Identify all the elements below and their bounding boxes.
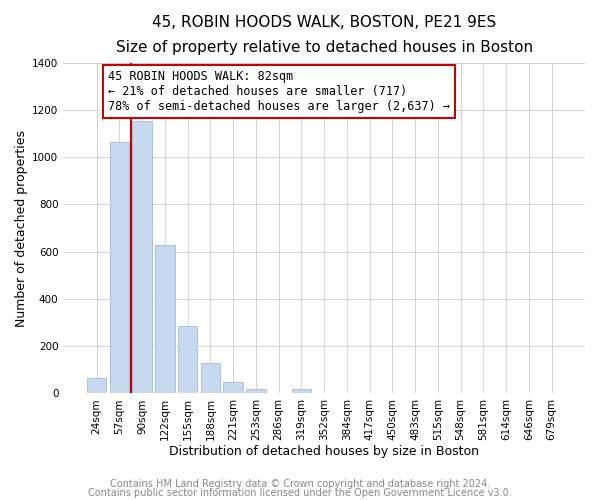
X-axis label: Distribution of detached houses by size in Boston: Distribution of detached houses by size … (169, 444, 479, 458)
Text: Contains public sector information licensed under the Open Government Licence v3: Contains public sector information licen… (88, 488, 512, 498)
Bar (223, 382, 243, 394)
Bar (246, 388, 266, 394)
Bar (292, 388, 311, 394)
Bar (155, 244, 175, 394)
Y-axis label: Number of detached properties: Number of detached properties (15, 130, 28, 326)
Bar (178, 326, 197, 394)
Bar (201, 362, 220, 394)
Bar (110, 142, 129, 394)
Bar (87, 378, 106, 394)
Text: Contains HM Land Registry data © Crown copyright and database right 2024.: Contains HM Land Registry data © Crown c… (110, 479, 490, 489)
Title: 45, ROBIN HOODS WALK, BOSTON, PE21 9ES
Size of property relative to detached hou: 45, ROBIN HOODS WALK, BOSTON, PE21 9ES S… (116, 15, 533, 54)
Bar (133, 120, 152, 394)
Text: 45 ROBIN HOODS WALK: 82sqm
← 21% of detached houses are smaller (717)
78% of sem: 45 ROBIN HOODS WALK: 82sqm ← 21% of deta… (108, 70, 450, 113)
